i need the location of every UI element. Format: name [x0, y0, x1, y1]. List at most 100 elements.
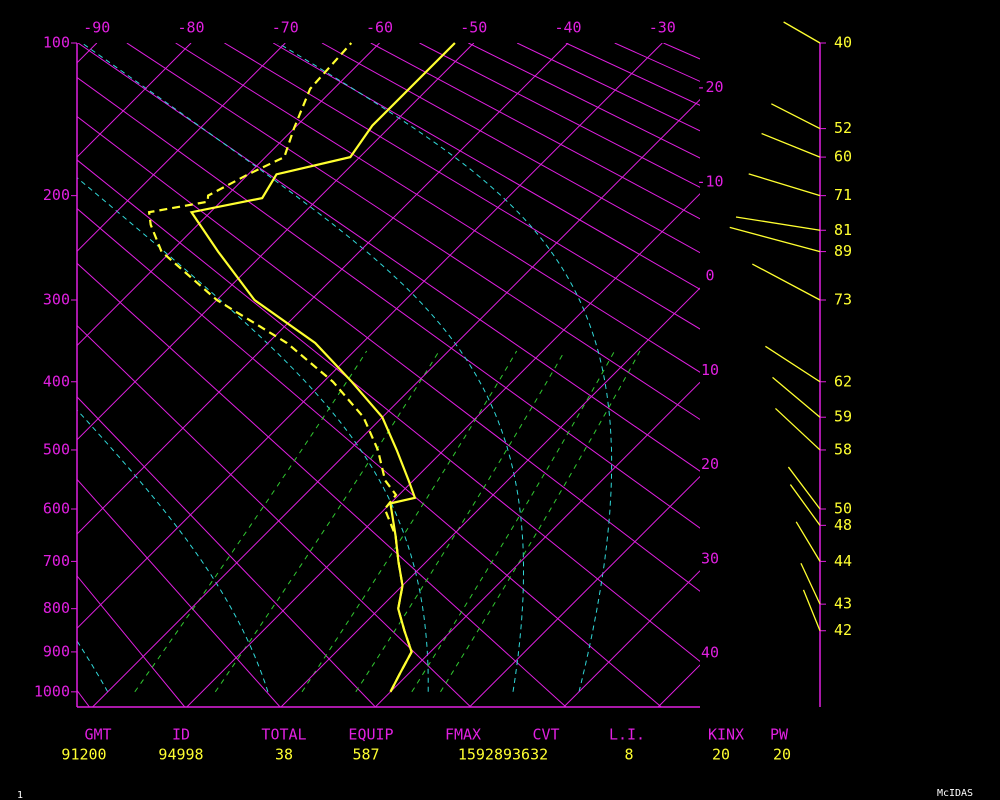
reference-lines [77, 43, 700, 707]
wind-label: 48 [834, 516, 852, 534]
dry-adiabat [77, 324, 472, 707]
mixing-ratio-line [134, 350, 368, 693]
stat-value: 38 [275, 746, 293, 764]
wind-label: 62 [834, 372, 852, 390]
wind-label: 40 [834, 34, 852, 52]
moist-adiabat [77, 409, 269, 692]
dry-adiabat [126, 43, 700, 421]
stat-value: 94998 [158, 746, 203, 764]
stat-value: 91200 [61, 746, 106, 764]
dry-adiabat [77, 115, 700, 592]
wind-label: 59 [834, 408, 852, 426]
wind-stick [771, 103, 821, 130]
isotherm-label: 30 [701, 549, 719, 567]
wind-stick [802, 589, 821, 631]
isotherm [374, 381, 700, 707]
y-tick-label: 500 [43, 440, 70, 458]
wind-label: 52 [834, 119, 852, 137]
y-tick-label: 200 [43, 186, 70, 204]
stat-label: FMAX [445, 726, 481, 744]
dry-adiabat [272, 43, 700, 290]
isotherm [92, 98, 700, 707]
mixing-ratio-line [301, 350, 518, 693]
x-tick-label: -80 [177, 19, 204, 37]
stat-value: 20 [773, 746, 791, 764]
isotherm [280, 287, 700, 707]
stat-value: 8 [624, 746, 633, 764]
x-tick-label: -90 [83, 19, 110, 37]
y-tick-label: 300 [43, 291, 70, 309]
y-tick-label: 700 [43, 552, 70, 570]
isotherm-label: 20 [701, 455, 719, 473]
isotherm [77, 43, 380, 347]
wind-label: 42 [834, 621, 852, 639]
y-tick-label: 800 [43, 599, 70, 617]
brand: McIDAS [937, 788, 973, 799]
wind-stick [729, 226, 821, 253]
stat-label: CVT [532, 726, 559, 744]
y-tick-label: 1000 [34, 682, 70, 700]
stat-label: L.I. [609, 726, 645, 744]
x-tick-label: -50 [460, 19, 487, 37]
wind-stick [765, 345, 821, 383]
dry-adiabat [468, 43, 700, 159]
dewpoint-line [147, 42, 413, 693]
isotherm [469, 475, 700, 707]
stat-label: PW [770, 726, 789, 744]
stat-label: ID [172, 726, 190, 744]
dry-adiabat [77, 207, 662, 707]
x-tick-label: -40 [555, 19, 582, 37]
dry-adiabat [77, 262, 567, 707]
wind-stick [800, 562, 821, 605]
dry-adiabat [224, 43, 700, 330]
isotherm [186, 193, 700, 707]
stat-label: EQUIP [348, 726, 393, 744]
stat-value: 20 [712, 746, 730, 764]
isotherm [77, 43, 286, 253]
x-tick-label: -30 [649, 19, 676, 37]
dry-adiabat [77, 76, 700, 529]
y-tick-label: 600 [43, 500, 70, 518]
dry-adiabat [419, 43, 700, 188]
wind-label: 71 [834, 186, 852, 204]
dry-adiabat [77, 575, 186, 707]
mixing-ratio-line [411, 350, 616, 693]
isotherm [77, 43, 475, 441]
wind-label: 81 [834, 221, 852, 239]
stat-label: GMT [84, 726, 111, 744]
isotherm-label: 40 [701, 644, 719, 662]
wind-stick [752, 263, 821, 301]
isotherm [563, 570, 700, 707]
isotherm [77, 43, 192, 158]
wind-label: 50 [834, 500, 852, 518]
dry-adiabat [77, 478, 281, 707]
isotherm-label: 10 [701, 361, 719, 379]
wind-stick [787, 466, 821, 510]
stat-value: 587 [352, 746, 379, 764]
wind-label: 58 [834, 440, 852, 458]
x-tick-label: -60 [366, 19, 393, 37]
wind-stick [748, 173, 821, 197]
wind-stick [772, 376, 821, 418]
isotherm-label: -10 [696, 172, 723, 190]
dry-adiabat [370, 43, 700, 220]
y-tick-label: 400 [43, 372, 70, 390]
mixing-ratio-line [440, 350, 641, 693]
wind-stick [789, 484, 821, 526]
x-tick-label: -70 [272, 19, 299, 37]
moist-adiabat [77, 177, 429, 692]
stat-label: TOTAL [261, 726, 306, 744]
wind-label: 44 [834, 552, 852, 570]
stat-label: KINX [708, 726, 744, 744]
mixing-ratio-line [355, 350, 566, 693]
wind-label: 73 [834, 291, 852, 309]
wind-stick [735, 216, 821, 231]
wind-stick [761, 132, 821, 158]
isotherm-label: 0 [705, 267, 714, 285]
stat-value: 1592893632 [458, 746, 548, 764]
wind-label: 89 [834, 242, 852, 260]
dry-adiabat [77, 396, 376, 707]
